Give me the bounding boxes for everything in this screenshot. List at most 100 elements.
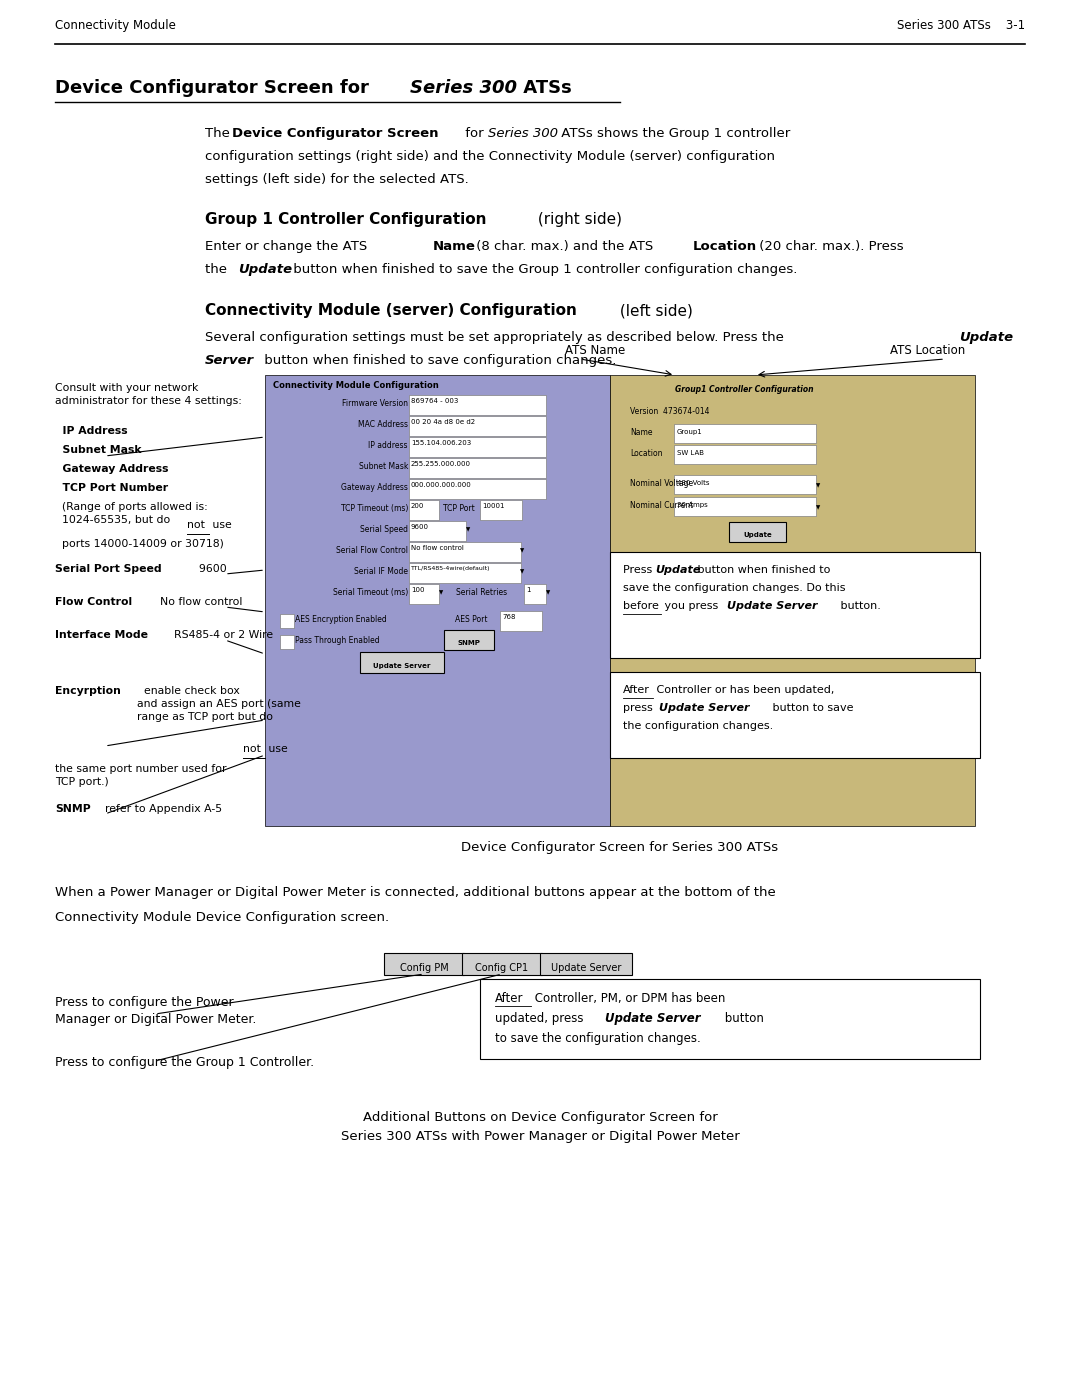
Text: (right side): (right side) [534,212,622,226]
Text: 255.255.000.000: 255.255.000.000 [411,461,471,467]
Text: MAC Address: MAC Address [357,420,408,429]
Text: Nominal Voltage: Nominal Voltage [630,479,693,488]
FancyBboxPatch shape [409,542,521,562]
Text: button when finished to: button when finished to [694,564,831,576]
Text: 1: 1 [526,587,530,592]
Text: TCP Port: TCP Port [443,504,475,513]
FancyBboxPatch shape [409,500,438,520]
Text: ATSs shows the Group 1 controller: ATSs shows the Group 1 controller [557,127,791,140]
Text: Group1: Group1 [677,429,703,434]
Text: After: After [623,685,650,694]
Text: Connectivity Module Device Configuration screen.: Connectivity Module Device Configuration… [55,911,389,923]
FancyBboxPatch shape [409,436,546,457]
FancyBboxPatch shape [610,552,980,658]
Text: Gateway Address: Gateway Address [55,464,168,474]
Text: the configuration changes.: the configuration changes. [623,721,773,731]
Text: 10001: 10001 [482,503,504,509]
Text: use: use [210,520,232,529]
Text: Serial Retries: Serial Retries [456,588,508,597]
FancyBboxPatch shape [540,953,632,975]
Text: (left side): (left side) [615,303,693,319]
FancyBboxPatch shape [409,394,546,415]
Text: No flow control: No flow control [411,545,464,550]
Text: No flow control: No flow control [153,597,242,608]
Text: Subnet Mask: Subnet Mask [359,462,408,471]
Text: Connectivity Module Configuration: Connectivity Module Configuration [273,381,438,390]
Text: 200: 200 [411,503,424,509]
Text: settings (left side) for the selected ATS.: settings (left side) for the selected AT… [205,173,469,186]
FancyBboxPatch shape [674,425,816,443]
Text: Name: Name [433,240,476,253]
Text: SNMP: SNMP [458,640,481,645]
Text: AES Encryption Enabled: AES Encryption Enabled [295,615,387,624]
Text: ▼: ▼ [546,590,550,595]
FancyBboxPatch shape [610,672,980,759]
Text: Update: Update [654,564,700,576]
Text: Group 1 Controller Configuration: Group 1 Controller Configuration [205,212,486,226]
Text: before: before [623,601,659,610]
Text: Serial IF Mode: Serial IF Mode [354,567,408,576]
Text: Pass Through Enabled: Pass Through Enabled [295,636,380,645]
Text: you press: you press [661,601,721,610]
Text: IP address: IP address [368,441,408,450]
FancyBboxPatch shape [500,610,542,630]
Text: Serial Timeout (ms): Serial Timeout (ms) [333,588,408,597]
Text: Additional Buttons on Device Configurator Screen for
Series 300 ATSs with Power : Additional Buttons on Device Configurato… [340,1111,740,1143]
Text: for: for [461,127,488,140]
Text: Several configuration settings must be set appropriately as described below. Pre: Several configuration settings must be s… [205,331,788,344]
Text: to save the configuration changes.: to save the configuration changes. [495,1032,701,1045]
Text: 155.104.006.203: 155.104.006.203 [411,440,471,446]
Text: 480 Volts: 480 Volts [677,481,710,486]
Text: ATSs: ATSs [517,80,571,96]
Text: Encyrption: Encyrption [55,686,121,696]
Text: button when finished to save configuration changes.: button when finished to save configurati… [260,353,617,367]
Text: Serial Flow Control: Serial Flow Control [336,546,408,555]
Text: AES Port: AES Port [455,615,487,624]
Text: Press: Press [623,564,656,576]
Text: Device Configurator Screen: Device Configurator Screen [232,127,438,140]
Text: ▼: ▼ [465,527,470,532]
Text: Server: Server [205,353,254,367]
Text: updated, press: updated, press [495,1011,588,1025]
Text: ▼: ▼ [519,569,524,574]
FancyBboxPatch shape [610,374,975,826]
Text: press: press [623,703,657,712]
Text: Connectivity Module (server) Configuration: Connectivity Module (server) Configurati… [205,303,577,319]
Text: Nominal Current: Nominal Current [630,502,693,510]
FancyBboxPatch shape [384,953,464,975]
Text: Name: Name [630,427,652,437]
FancyBboxPatch shape [480,979,980,1059]
Text: (20 char. max.). Press: (20 char. max.). Press [755,240,904,253]
Text: Update Server: Update Server [374,664,431,669]
Text: Update: Update [743,532,772,538]
Text: When a Power Manager or Digital Power Meter is connected, additional buttons app: When a Power Manager or Digital Power Me… [55,886,775,900]
Text: ATS Name: ATS Name [565,344,625,358]
Text: use: use [265,745,287,754]
Text: 000.000.000.000: 000.000.000.000 [411,482,472,488]
Text: 869764 - 003: 869764 - 003 [411,398,458,404]
Text: Update Server: Update Server [551,963,621,972]
Text: button.: button. [837,601,881,610]
Text: Flow Control: Flow Control [55,597,132,608]
Text: SNMP: SNMP [55,805,91,814]
Text: Group1 Controller Configuration: Group1 Controller Configuration [675,386,813,394]
FancyBboxPatch shape [409,479,546,499]
Text: 9600: 9600 [411,524,429,529]
Text: Press to configure the Group 1 Controller.: Press to configure the Group 1 Controlle… [55,1056,314,1069]
Text: Firmware Version: Firmware Version [342,400,408,408]
Text: refer to Appendix A-5: refer to Appendix A-5 [98,805,222,814]
Text: Controller or has been updated,: Controller or has been updated, [653,685,835,694]
Text: After: After [495,992,524,1004]
Text: RS485-4 or 2 Wire: RS485-4 or 2 Wire [167,630,273,640]
Text: Consult with your network
administrator for these 4 settings:: Consult with your network administrator … [55,383,242,407]
Text: IP Address: IP Address [55,426,127,436]
Text: The: The [205,127,234,140]
Text: Connectivity Module: Connectivity Module [55,20,176,32]
Text: Update Server: Update Server [727,601,818,610]
Text: (Range of ports allowed is:
  1024-65535, but do: (Range of ports allowed is: 1024-65535, … [55,502,207,525]
Text: enable check box
and assign an AES port (same
range as TCP port but do: enable check box and assign an AES port … [137,686,301,722]
Text: button when finished to save the Group 1 controller configuration changes.: button when finished to save the Group 1… [289,263,797,277]
Text: ▼: ▼ [816,483,820,488]
Text: Device Configurator Screen for Series 300 ATSs: Device Configurator Screen for Series 30… [461,841,779,854]
FancyBboxPatch shape [280,636,294,650]
